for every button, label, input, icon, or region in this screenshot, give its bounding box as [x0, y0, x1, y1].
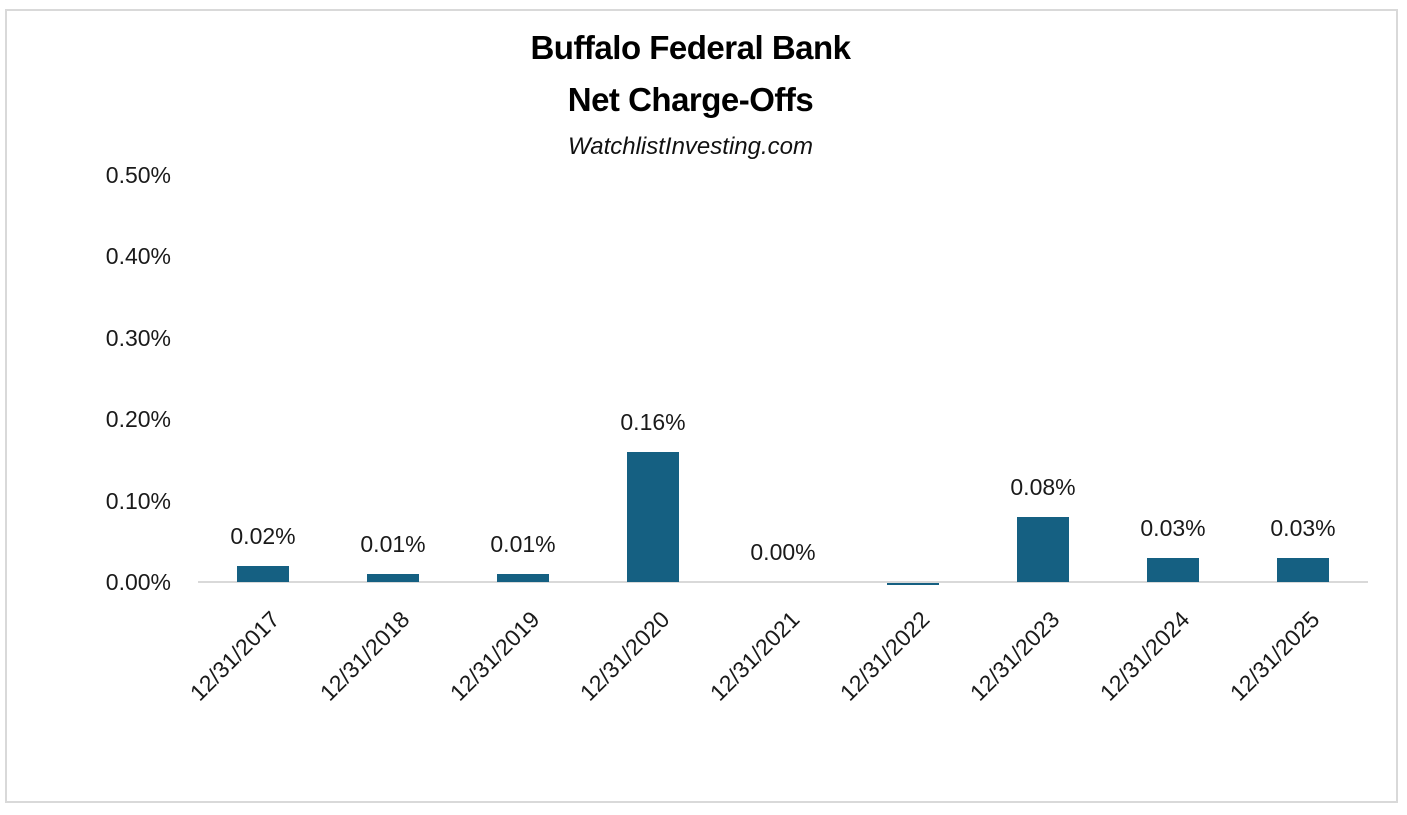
y-axis-tick-label: 0.40%: [105, 243, 171, 270]
bar-value-label: 0.01%: [490, 530, 556, 557]
y-axis-tick-label: 0.10%: [105, 487, 171, 514]
chart-frame-border: [5, 9, 1398, 803]
bar-2020: [627, 451, 679, 582]
bar-value-label: 0.16%: [620, 408, 686, 435]
chart-title-line1: Buffalo Federal Bank: [530, 29, 851, 66]
bar-value-label: 0.02%: [230, 522, 296, 549]
y-axis-tick-label: 0.30%: [105, 324, 171, 351]
bar-2017: [237, 565, 289, 582]
y-axis-tick-label: 0.20%: [105, 406, 171, 433]
y-axis-tick-label: 0.00%: [105, 569, 171, 595]
bar-2025: [1277, 557, 1329, 582]
chart-subtitle: WatchlistInvesting.com: [568, 133, 813, 160]
chart-title-line2: Net Charge-Offs: [567, 81, 814, 118]
bar-2023: [1017, 516, 1069, 582]
bar-2018: [367, 573, 419, 582]
bar-value-label: 0.03%: [1270, 514, 1336, 541]
bar-value-label: 0.08%: [1010, 473, 1076, 500]
y-axis-tick-label: 0.50%: [105, 162, 171, 188]
chart-header: Buffalo Federal Bank Net Charge-Offs Wat…: [5, 22, 1400, 162]
bar-2024: [1147, 557, 1199, 582]
bar-value-label: 0.00%: [750, 539, 816, 565]
bar-2022: [887, 583, 939, 586]
x-axis-line: [198, 581, 1368, 583]
bar-2019: [497, 573, 549, 582]
bar-value-label: 0.01%: [360, 530, 426, 557]
bar-value-label: 0.03%: [1140, 514, 1206, 541]
